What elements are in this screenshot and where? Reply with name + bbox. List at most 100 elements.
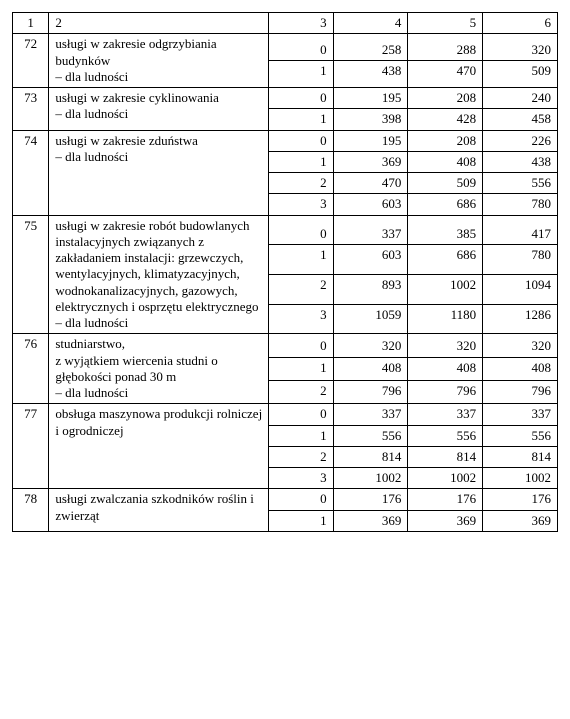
cell-c3: 0 (269, 404, 333, 425)
cell-c6: 369 (483, 510, 558, 531)
cell-c4: 1002 (333, 468, 408, 489)
cell-c4: 258 (333, 34, 408, 61)
cell-c6: 796 (483, 380, 558, 403)
header-cell: 6 (483, 13, 558, 34)
entry-desc: obsługa maszynowa produkcji rolniczej i … (49, 404, 269, 489)
cell-c3: 2 (269, 274, 333, 304)
cell-c6: 556 (483, 173, 558, 194)
cell-c5: 556 (408, 425, 483, 446)
cell-c3: 0 (269, 334, 333, 357)
table-row: 72usługi w zakresie odgrzybiania budynkó… (13, 34, 558, 61)
cell-c4: 195 (333, 130, 408, 151)
cell-c5: 208 (408, 88, 483, 109)
cell-c6: 438 (483, 151, 558, 172)
cell-c4: 369 (333, 510, 408, 531)
header-row: 123456 (13, 13, 558, 34)
cell-c6: 780 (483, 194, 558, 215)
cell-c6: 556 (483, 425, 558, 446)
table-row: 76studniarstwo,z wyjątkiem wiercenia stu… (13, 334, 558, 357)
cell-c5: 408 (408, 357, 483, 380)
cell-c5: 176 (408, 489, 483, 510)
cell-c4: 398 (333, 109, 408, 130)
cell-c5: 470 (408, 61, 483, 88)
cell-c4: 438 (333, 61, 408, 88)
cell-c3: 3 (269, 304, 333, 334)
cell-c5: 814 (408, 446, 483, 467)
cell-c3: 0 (269, 88, 333, 109)
entry-id: 75 (13, 215, 49, 334)
cell-c4: 337 (333, 404, 408, 425)
cell-c4: 195 (333, 88, 408, 109)
cell-c6: 337 (483, 404, 558, 425)
cell-c5: 428 (408, 109, 483, 130)
cell-c4: 470 (333, 173, 408, 194)
cell-c3: 1 (269, 425, 333, 446)
cell-c5: 686 (408, 245, 483, 275)
cell-c5: 1002 (408, 468, 483, 489)
header-cell: 2 (49, 13, 269, 34)
header-cell: 4 (333, 13, 408, 34)
table-row: 75usługi w zakresie robót budowlanych in… (13, 215, 558, 245)
entry-id: 74 (13, 130, 49, 215)
cell-c5: 385 (408, 215, 483, 245)
cell-c4: 320 (333, 334, 408, 357)
entry-desc: usługi w zakresie cyklinowania– dla ludn… (49, 88, 269, 131)
cell-c5: 408 (408, 151, 483, 172)
cell-c3: 1 (269, 245, 333, 275)
cell-c6: 417 (483, 215, 558, 245)
cell-c6: 408 (483, 357, 558, 380)
cell-c4: 603 (333, 245, 408, 275)
cell-c4: 408 (333, 357, 408, 380)
cell-c5: 208 (408, 130, 483, 151)
entry-desc: usługi w zakresie zduństwa– dla ludności (49, 130, 269, 215)
cell-c5: 686 (408, 194, 483, 215)
table-row: 74usługi w zakresie zduństwa– dla ludnoś… (13, 130, 558, 151)
cell-c5: 509 (408, 173, 483, 194)
table-row: 73usługi w zakresie cyklinowania– dla lu… (13, 88, 558, 109)
entry-id: 78 (13, 489, 49, 532)
entry-id: 77 (13, 404, 49, 489)
cell-c6: 226 (483, 130, 558, 151)
cell-c5: 1180 (408, 304, 483, 334)
cell-c6: 458 (483, 109, 558, 130)
cell-c6: 320 (483, 334, 558, 357)
entry-id: 73 (13, 88, 49, 131)
table-row: 77obsługa maszynowa produkcji rolniczej … (13, 404, 558, 425)
entry-id: 72 (13, 34, 49, 88)
cell-c4: 176 (333, 489, 408, 510)
cell-c3: 1 (269, 357, 333, 380)
cell-c3: 3 (269, 468, 333, 489)
cell-c4: 369 (333, 151, 408, 172)
cell-c3: 2 (269, 173, 333, 194)
cell-c6: 176 (483, 489, 558, 510)
services-table: 12345672usługi w zakresie odgrzybiania b… (12, 12, 558, 532)
cell-c6: 240 (483, 88, 558, 109)
cell-c6: 1002 (483, 468, 558, 489)
header-cell: 1 (13, 13, 49, 34)
entry-id: 76 (13, 334, 49, 404)
cell-c5: 796 (408, 380, 483, 403)
cell-c6: 320 (483, 34, 558, 61)
header-cell: 5 (408, 13, 483, 34)
cell-c4: 893 (333, 274, 408, 304)
header-cell: 3 (269, 13, 333, 34)
cell-c5: 337 (408, 404, 483, 425)
cell-c4: 814 (333, 446, 408, 467)
cell-c5: 369 (408, 510, 483, 531)
cell-c6: 1094 (483, 274, 558, 304)
cell-c3: 1 (269, 109, 333, 130)
cell-c4: 556 (333, 425, 408, 446)
cell-c3: 1 (269, 510, 333, 531)
cell-c3: 2 (269, 380, 333, 403)
cell-c6: 1286 (483, 304, 558, 334)
cell-c3: 0 (269, 215, 333, 245)
cell-c3: 3 (269, 194, 333, 215)
entry-desc: usługi w zakresie robót budowlanych inst… (49, 215, 269, 334)
cell-c4: 603 (333, 194, 408, 215)
table-row: 78usługi zwalczania szkodników roślin i … (13, 489, 558, 510)
cell-c3: 0 (269, 130, 333, 151)
cell-c6: 814 (483, 446, 558, 467)
cell-c3: 0 (269, 34, 333, 61)
cell-c3: 1 (269, 61, 333, 88)
cell-c5: 320 (408, 334, 483, 357)
